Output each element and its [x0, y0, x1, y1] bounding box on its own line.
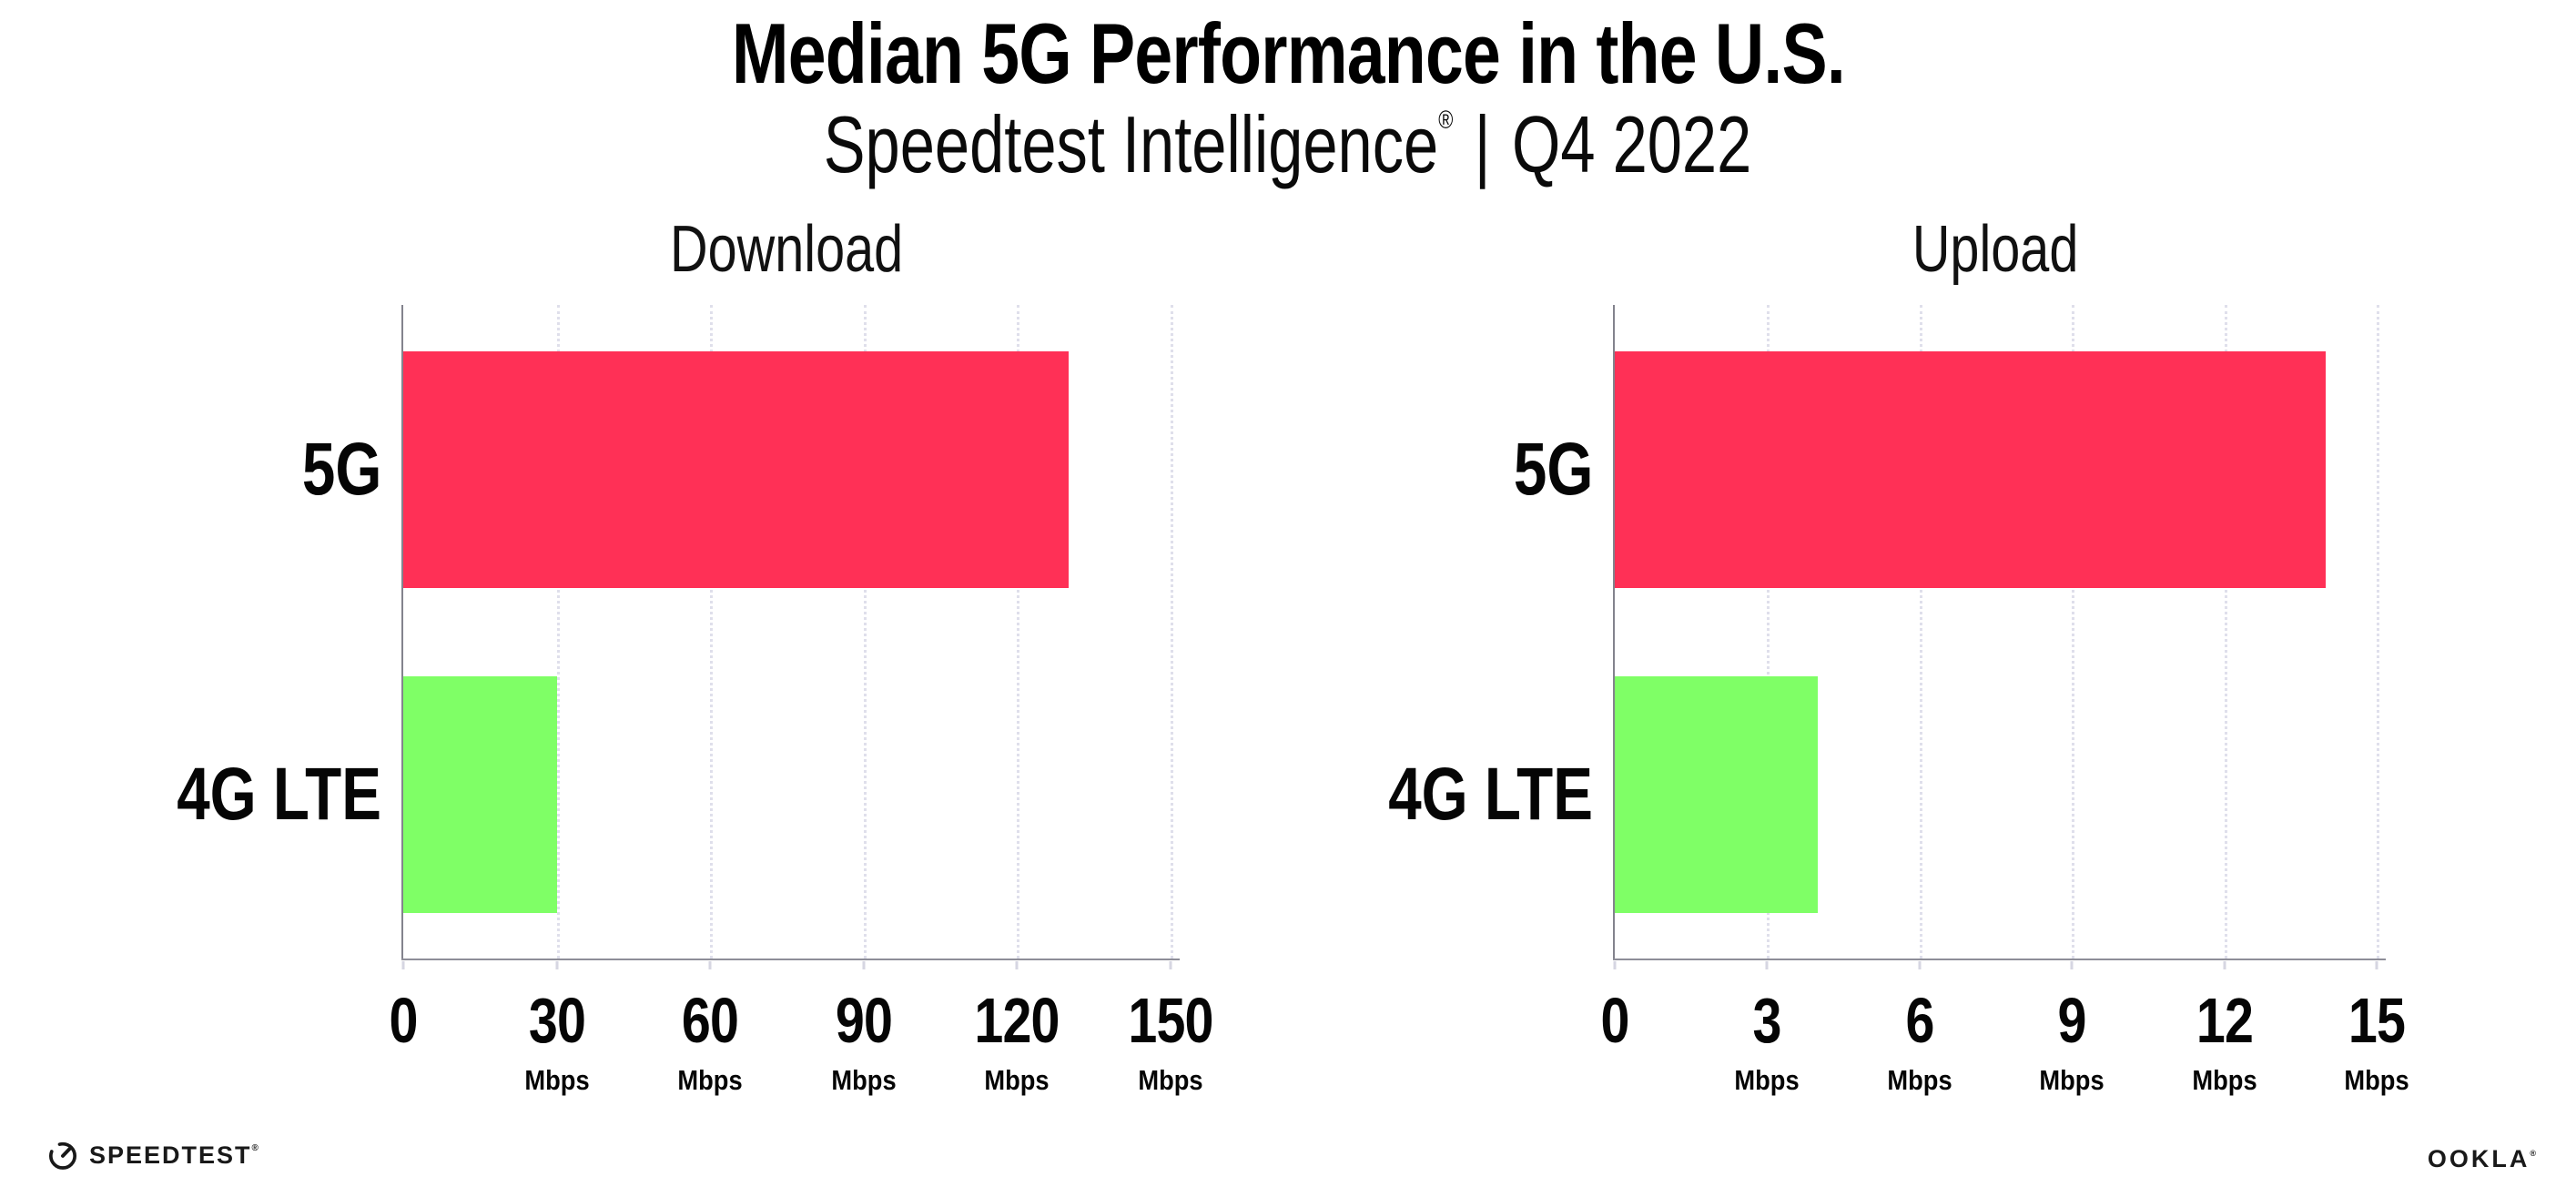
- speedtest-gauge-icon: [48, 1141, 77, 1170]
- x-axis-spine: [401, 959, 1180, 960]
- x-tick-label: 90 Mbps: [827, 984, 900, 1097]
- x-tick-label: 3 Mbps: [1730, 984, 1804, 1097]
- bar-5g: [1615, 350, 2327, 588]
- speedtest-wordmark: SPEEDTEST®: [89, 1141, 259, 1170]
- page-subtitle-text: Speedtest Intelligence® | Q4 2022: [824, 103, 1752, 187]
- axis-tick-mark: [1613, 961, 1617, 969]
- x-tick-label: 60 Mbps: [674, 984, 747, 1097]
- axis-tick-mark: [2070, 961, 2074, 969]
- gridline: [1171, 305, 1173, 959]
- gridline: [710, 305, 714, 959]
- upload-chart: Upload 0 3 Mbps 6 Mbps 9 Mbps 12 Mbps 15 Mbps 5G 4G L…: [1388, 213, 2409, 1096]
- gridline: [2072, 305, 2075, 959]
- axis-tick-mark: [1169, 961, 1172, 969]
- x-tick-label: 15 Mbps: [2340, 984, 2414, 1097]
- page-title-text: Median 5G Performance in the U.S.: [731, 5, 1845, 101]
- axis-tick-mark: [862, 961, 866, 969]
- chart-title: Download: [403, 212, 1171, 287]
- category-label-text: 4G LTE: [177, 752, 381, 836]
- x-tick-label: 150 Mbps: [1119, 984, 1222, 1097]
- x-tick-unit: Mbps: [2191, 1064, 2257, 1096]
- axis-tick-mark: [1765, 961, 1769, 969]
- x-tick-label: 12 Mbps: [2187, 984, 2261, 1097]
- gridline: [2224, 305, 2227, 959]
- x-tick-label: 30 Mbps: [520, 984, 593, 1097]
- page-subtitle: Speedtest Intelligence® | Q4 2022: [0, 103, 2576, 187]
- axis-tick-mark: [708, 961, 712, 969]
- x-tick-unit: Mbps: [677, 1064, 743, 1096]
- category-label-4g-lte: 4G LTE: [126, 752, 381, 837]
- x-tick-unit: Mbps: [1138, 1064, 1203, 1096]
- axis-tick-mark: [1918, 961, 1922, 969]
- chart-title-text: Download: [670, 213, 904, 286]
- page-title: Median 5G Performance in the U.S.: [0, 5, 2576, 101]
- x-tick-value: 0: [389, 985, 418, 1056]
- x-tick-value: 15: [2348, 985, 2406, 1056]
- x-tick-value: 60: [682, 985, 739, 1056]
- bar-5g: [403, 350, 1069, 588]
- header: Median 5G Performance in the U.S. Speedt…: [0, 5, 2576, 188]
- x-tick-unit: Mbps: [1887, 1064, 1952, 1096]
- x-tick-label: 0: [1597, 984, 1632, 1057]
- axis-tick-mark: [401, 961, 405, 969]
- gridline: [1017, 305, 1020, 959]
- subtitle-brand: Speedtest Intelligence: [824, 99, 1439, 190]
- x-tick-label: 120 Mbps: [965, 984, 1069, 1097]
- x-tick-value: 12: [2196, 985, 2253, 1056]
- x-axis-spine: [1613, 959, 2386, 960]
- subtitle-period: Q4 2022: [1512, 99, 1752, 190]
- speedtest-registered-mark: ®: [251, 1142, 259, 1153]
- speedtest-logo: SPEEDTEST®: [47, 1140, 259, 1171]
- x-tick-value: 6: [1905, 985, 1934, 1056]
- x-tick-value: 150: [1128, 985, 1213, 1056]
- x-tick-value: 30: [528, 985, 585, 1056]
- category-label-5g: 5G: [282, 427, 381, 512]
- x-tick-unit: Mbps: [1734, 1064, 1800, 1096]
- gridline: [2377, 305, 2379, 959]
- y-axis-spine: [401, 305, 403, 959]
- registered-mark: ®: [1438, 106, 1454, 135]
- x-tick-label: 0: [386, 984, 421, 1057]
- x-tick-unit: Mbps: [831, 1064, 897, 1096]
- x-tick-value: 9: [2057, 985, 2087, 1056]
- axis-tick-mark: [1015, 961, 1019, 969]
- category-label-text: 5G: [301, 427, 381, 511]
- x-tick-unit: Mbps: [2344, 1064, 2409, 1096]
- axis-tick-mark: [555, 961, 559, 969]
- chart-title: Upload: [1615, 212, 2377, 287]
- x-tick-value: 90: [835, 985, 893, 1056]
- x-tick-value: 3: [1752, 985, 1782, 1056]
- chart-title-text: Upload: [1912, 213, 2079, 286]
- ookla-wordmark: OOKLA: [2427, 1145, 2530, 1172]
- x-tick-label: 9 Mbps: [2035, 984, 2109, 1097]
- gridline: [863, 305, 867, 959]
- category-label-text: 5G: [1513, 427, 1593, 511]
- speedtest-label: SPEEDTEST: [89, 1141, 252, 1169]
- x-tick-unit: Mbps: [523, 1064, 590, 1096]
- download-chart: Download 0 30 Mbps 60 Mbps 90 Mbps 120 Mbps 150 Mbp…: [177, 213, 1213, 1096]
- x-tick-value: 120: [974, 985, 1060, 1056]
- subtitle-separator: |: [1475, 99, 1492, 190]
- y-axis-spine: [1613, 305, 1615, 959]
- bar-4g-lte: [1615, 675, 1819, 913]
- axis-tick-mark: [2223, 961, 2226, 969]
- category-label-4g-lte: 4G LTE: [1337, 752, 1593, 837]
- ookla-registered-mark: ®: [2530, 1149, 2536, 1158]
- gridline: [1767, 305, 1770, 959]
- bar-4g-lte: [403, 675, 557, 913]
- category-label-text: 4G LTE: [1388, 752, 1593, 836]
- gridline: [556, 305, 560, 959]
- x-tick-unit: Mbps: [2039, 1064, 2104, 1096]
- x-tick-label: 6 Mbps: [1882, 984, 1956, 1097]
- x-tick-unit: Mbps: [984, 1064, 1050, 1096]
- x-tick-value: 0: [1600, 985, 1629, 1056]
- axis-tick-mark: [2375, 961, 2378, 969]
- ookla-logo: OOKLA®: [2428, 1145, 2536, 1173]
- category-label-5g: 5G: [1494, 427, 1593, 512]
- gridline: [1919, 305, 1922, 959]
